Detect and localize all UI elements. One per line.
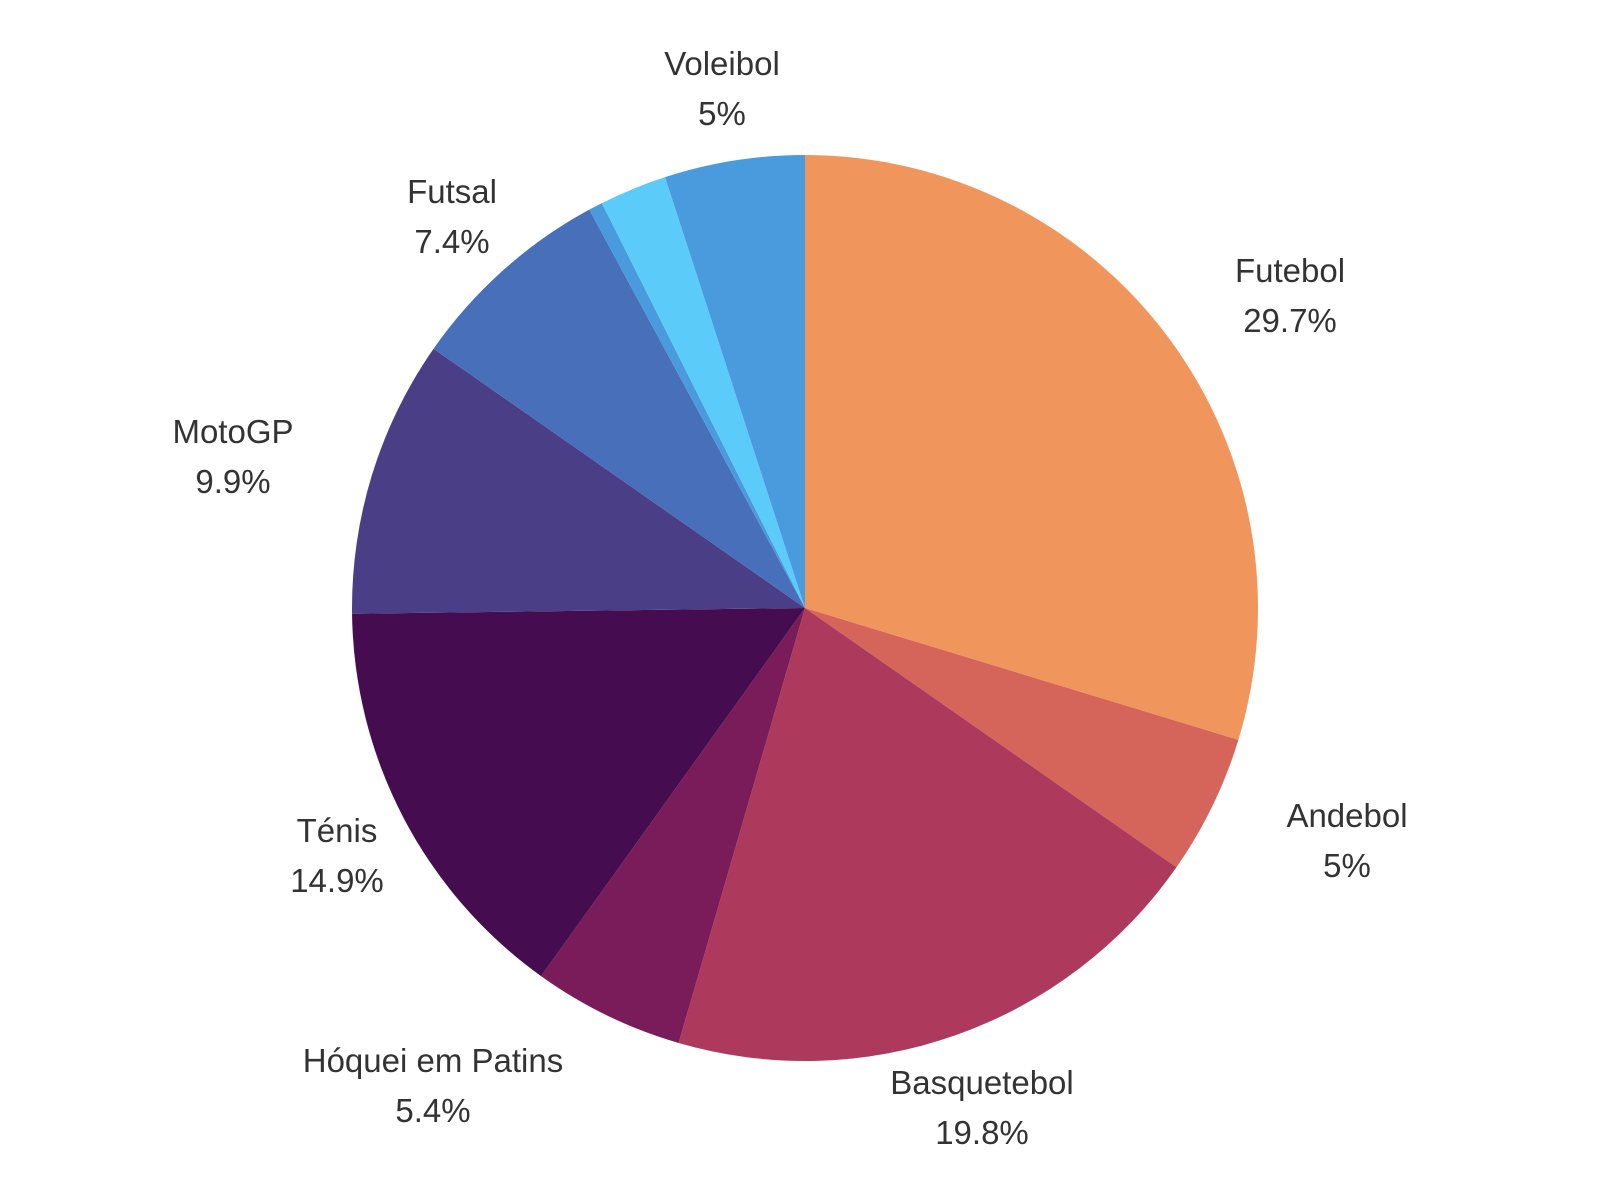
slice-percentage: 19.8%: [935, 1114, 1029, 1151]
slice-label: Futebol: [1235, 252, 1345, 289]
pie-slice-basquetebol: [678, 608, 1177, 1061]
slice-percentage: 5.4%: [395, 1092, 470, 1129]
slice-label: MotoGP: [172, 413, 293, 450]
slice-percentage: 5%: [1323, 847, 1371, 884]
slice-label: Ténis: [297, 812, 378, 849]
slice-percentage: 5%: [698, 95, 746, 132]
pie-slice-ténis: [352, 608, 805, 977]
pie-slice-andebol: [805, 608, 1239, 868]
pie-slice-futebol: [805, 155, 1258, 740]
pie-slice-7: [589, 203, 805, 608]
slice-label: Basquetebol: [890, 1064, 1073, 1101]
slice-percentage: 9.9%: [195, 463, 270, 500]
pie-slice-motogp: [352, 348, 805, 614]
pie-slices: [352, 155, 1258, 1061]
slice-label: Andebol: [1286, 797, 1407, 834]
slice-percentage: 7.4%: [414, 223, 489, 260]
pie-slice-8: [601, 177, 805, 609]
slice-percentage: 29.7%: [1243, 302, 1337, 339]
slice-label: Hóquei em Patins: [303, 1042, 563, 1079]
slice-label: Voleibol: [664, 45, 780, 82]
pie-slice-futsal: [433, 209, 805, 609]
slice-label: Futsal: [407, 173, 497, 210]
pie-labels: Futebol 29.7% Andebol 5% Basquetebol 19.8% Hóq…: [172, 45, 1407, 1151]
slice-percentage: 14.9%: [290, 862, 384, 899]
pie-slice-hóquei-em-patins: [541, 608, 805, 1044]
pie-slice-voleibol: [665, 155, 805, 608]
